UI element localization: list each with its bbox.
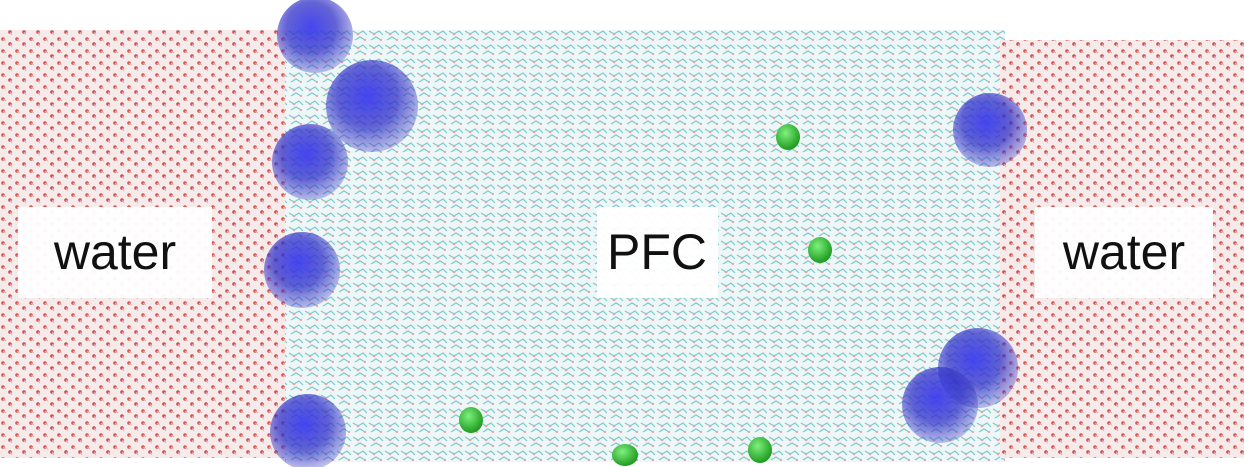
region-label: water (53, 224, 176, 280)
region-label: PFC (607, 224, 707, 280)
region-label: water (1062, 224, 1185, 280)
page: water PFC water (() => { const data = JS… (0, 0, 1244, 467)
simulation-snapshot: water PFC water (0, 0, 1244, 467)
